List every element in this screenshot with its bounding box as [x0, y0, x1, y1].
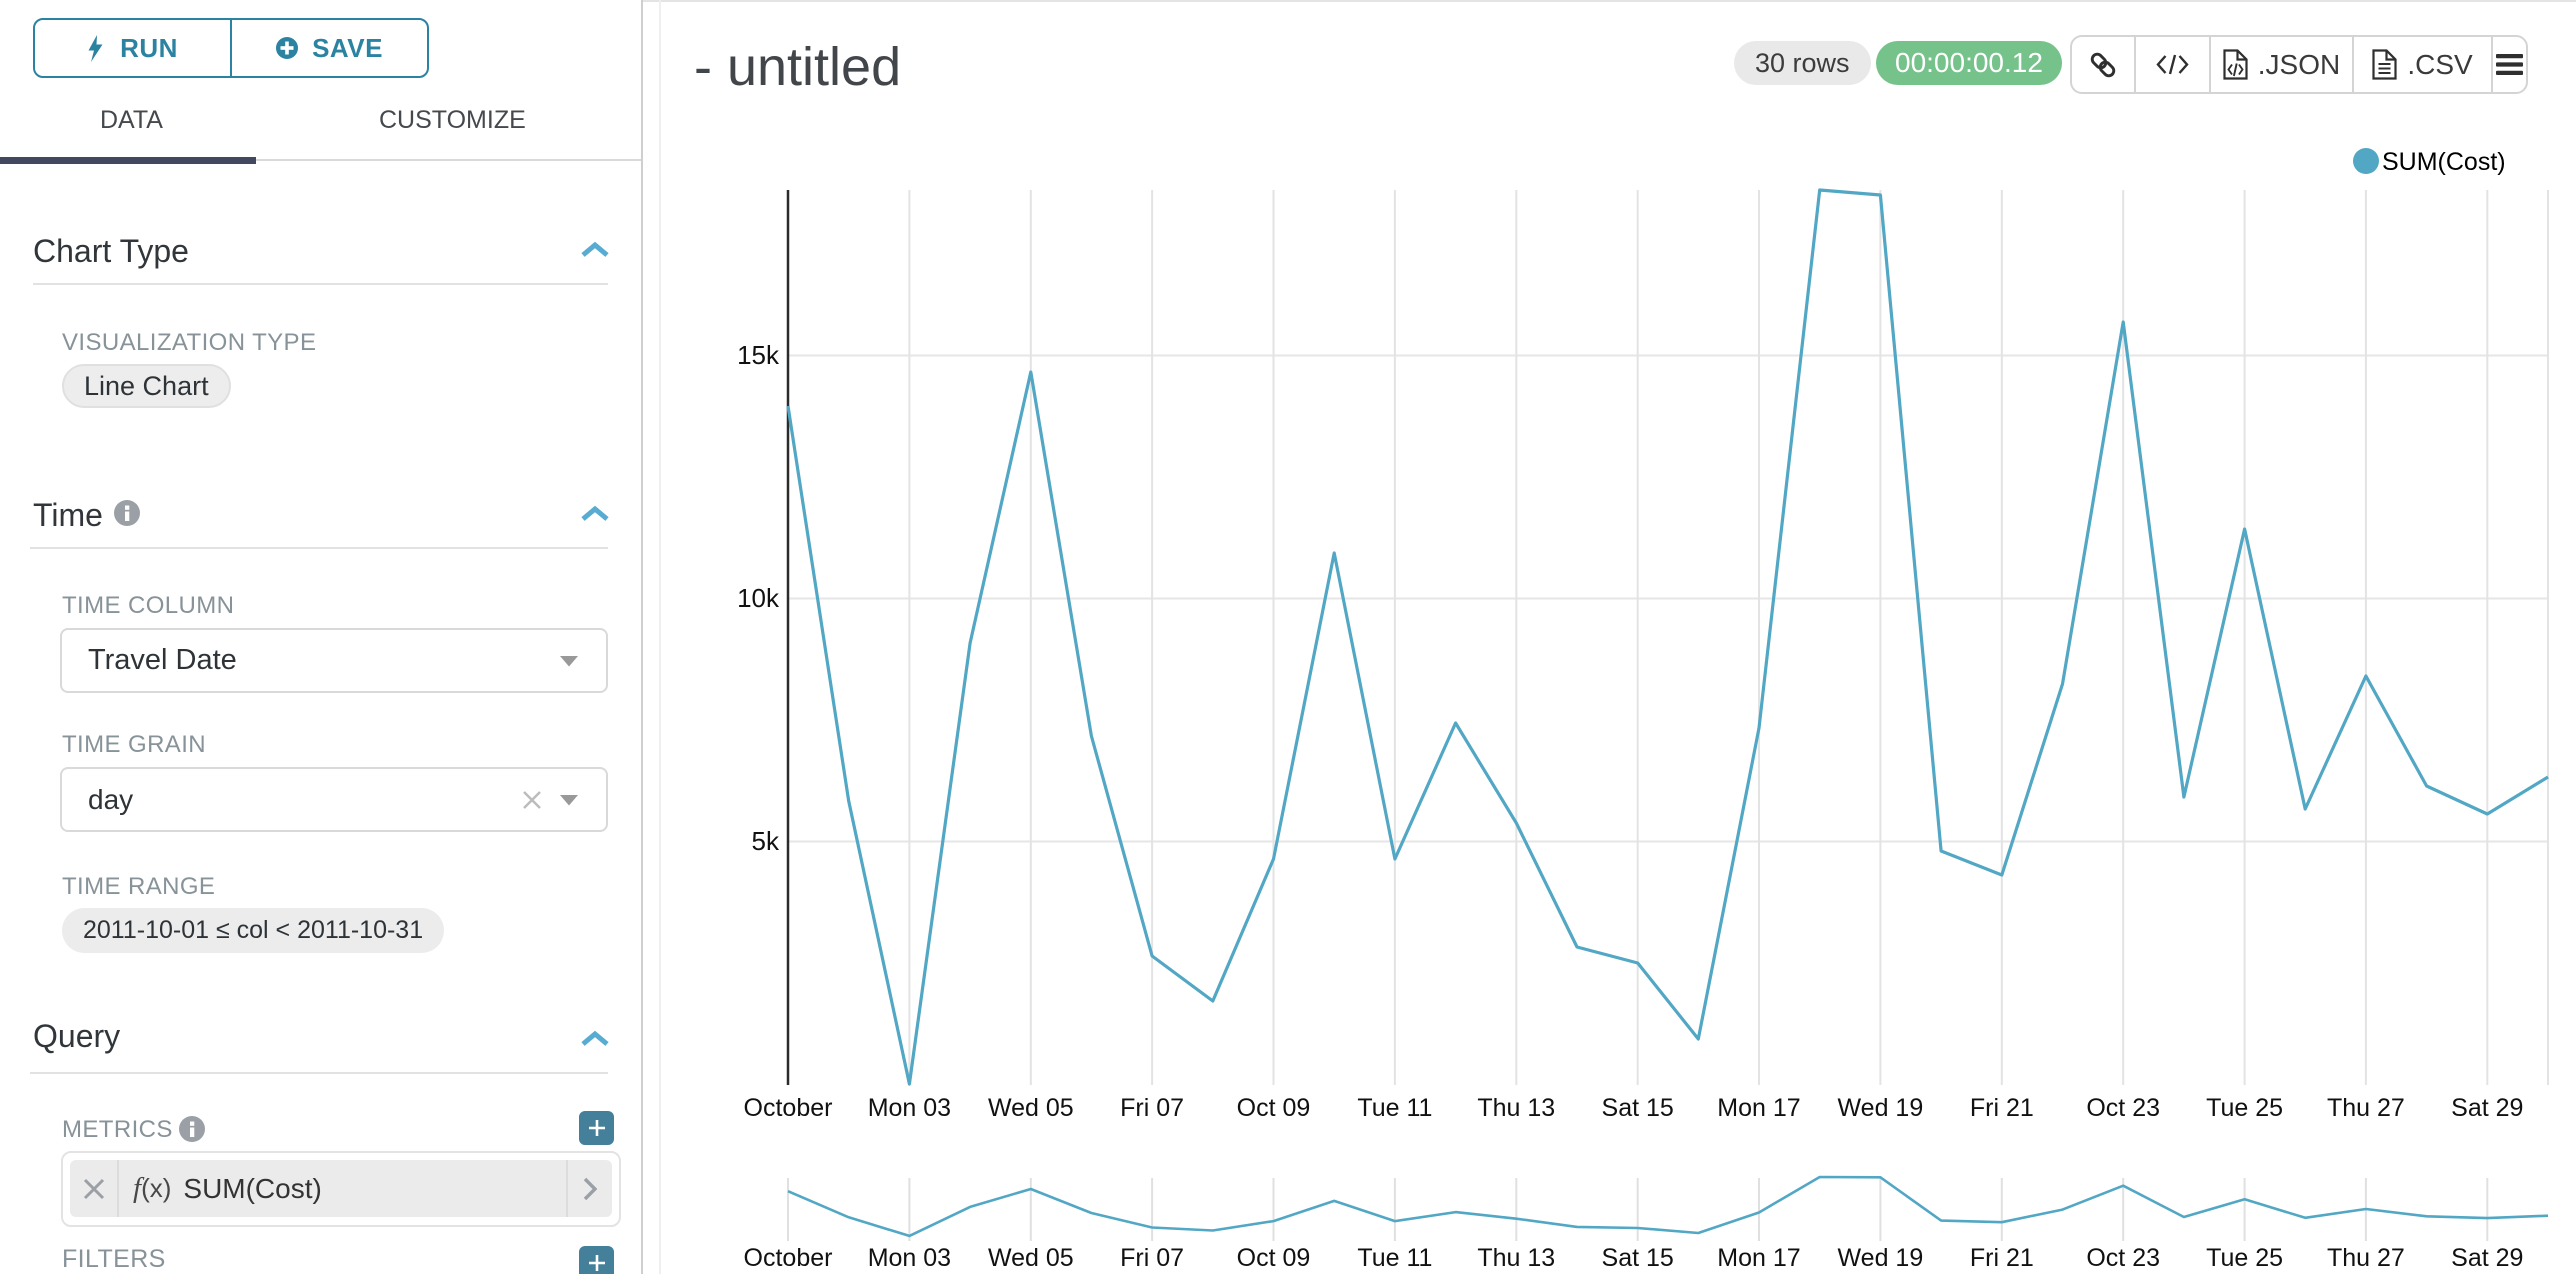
svg-text:Sat 15: Sat 15: [1602, 1094, 1674, 1122]
svg-text:Mon 17: Mon 17: [1717, 1094, 1800, 1122]
svg-text:Oct 23: Oct 23: [2086, 1094, 2160, 1122]
svg-text:Mon 17: Mon 17: [1717, 1244, 1800, 1272]
svg-text:Thu 13: Thu 13: [1477, 1244, 1555, 1272]
svg-text:Sat 15: Sat 15: [1602, 1244, 1674, 1272]
svg-text:Oct 09: Oct 09: [1237, 1244, 1311, 1272]
svg-text:Wed 19: Wed 19: [1838, 1244, 1924, 1272]
svg-text:Thu 27: Thu 27: [2327, 1244, 2405, 1272]
svg-text:Thu 13: Thu 13: [1477, 1094, 1555, 1122]
svg-text:Oct 23: Oct 23: [2086, 1244, 2160, 1272]
svg-text:Sat 29: Sat 29: [2451, 1094, 2523, 1122]
svg-text:Mon 03: Mon 03: [868, 1094, 951, 1122]
svg-text:5k: 5k: [752, 826, 780, 856]
svg-text:Thu 27: Thu 27: [2327, 1094, 2405, 1122]
svg-text:Fri 21: Fri 21: [1970, 1244, 2034, 1272]
svg-text:Wed 05: Wed 05: [988, 1094, 1074, 1122]
svg-text:Mon 03: Mon 03: [868, 1244, 951, 1272]
svg-text:Tue 25: Tue 25: [2206, 1094, 2283, 1122]
svg-text:October: October: [744, 1094, 833, 1122]
svg-text:Tue 25: Tue 25: [2206, 1244, 2283, 1272]
svg-text:10k: 10k: [737, 583, 780, 613]
svg-text:Fri 07: Fri 07: [1120, 1244, 1184, 1272]
svg-text:Fri 07: Fri 07: [1120, 1094, 1184, 1122]
svg-text:Tue 11: Tue 11: [1357, 1094, 1432, 1122]
svg-text:SUM(Cost): SUM(Cost): [2382, 148, 2506, 176]
svg-text:Wed 05: Wed 05: [988, 1244, 1074, 1272]
svg-text:Wed 19: Wed 19: [1838, 1094, 1924, 1122]
svg-text:Oct 09: Oct 09: [1237, 1094, 1311, 1122]
svg-text:15k: 15k: [737, 340, 780, 370]
svg-text:Fri 21: Fri 21: [1970, 1094, 2034, 1122]
svg-text:Tue 11: Tue 11: [1357, 1244, 1432, 1272]
svg-text:October: October: [744, 1244, 833, 1272]
svg-text:Sat 29: Sat 29: [2451, 1244, 2523, 1272]
